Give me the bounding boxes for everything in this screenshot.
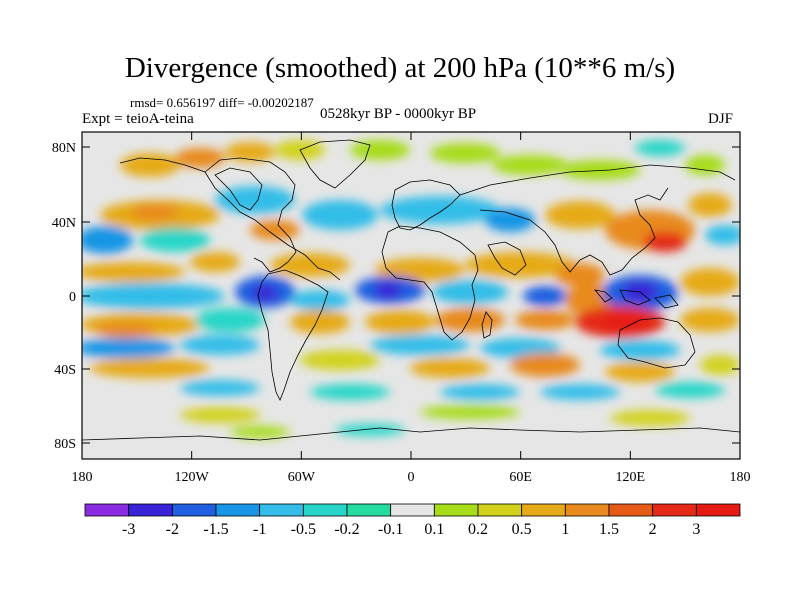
- colorbar-label: -3: [122, 521, 135, 538]
- lat-tick-label: 40S: [54, 363, 76, 378]
- lat-tick-label: 80S: [54, 437, 76, 452]
- colorbar-label: 3: [692, 521, 700, 538]
- lon-tick-label: 120E: [616, 470, 646, 485]
- colorbar-swatch: [346, 503, 392, 517]
- colorbar-swatch: [608, 503, 654, 517]
- latitude-axis: 80N 40N 0 40S 80S: [52, 141, 740, 452]
- lat-tick-label: 80N: [52, 141, 76, 156]
- lon-tick-label: 60E: [509, 470, 532, 485]
- colorbar-label: -0.1: [378, 521, 403, 538]
- colorbar-swatch: [695, 503, 741, 517]
- experiment-label: Expt = teioA-teina: [82, 111, 194, 127]
- colorbar-label: -0.5: [291, 521, 316, 538]
- colorbar-label: 0.2: [468, 521, 488, 538]
- colorbar-label: -1.5: [203, 521, 228, 538]
- chart-title: Divergence (smoothed) at 200 hPa (10**6 …: [124, 52, 676, 84]
- colorbar-swatch: [390, 503, 435, 517]
- lat-tick-label: 40N: [52, 216, 76, 231]
- colorbar-label: 2: [649, 521, 657, 538]
- colorbar-swatch: [302, 503, 348, 517]
- period-label: 0528kyr BP - 0000kyr BP: [320, 106, 477, 122]
- colorbar-label: -1: [253, 521, 266, 538]
- stats-label: rmsd= 0.656197 diff= -0.00202187: [130, 95, 314, 110]
- colorbar-label: 0.1: [424, 521, 444, 538]
- colorbar-label: -0.2: [334, 521, 359, 538]
- lon-tick-label: 0: [408, 470, 415, 485]
- colorbar: -3 -2 -1.5 -1 -0.5 -0.2 -0.1 0.1 0.2 0.5 1 1.5 2 3: [84, 503, 741, 538]
- colorbar-swatch: [128, 503, 173, 517]
- colorbar-swatch: [215, 503, 261, 517]
- colorbar-swatch: [521, 503, 566, 517]
- lon-tick-label: 120W: [175, 470, 210, 485]
- colorbar-swatch: [433, 503, 479, 517]
- colorbar-swatch: [564, 503, 610, 517]
- season-label: DJF: [708, 111, 734, 127]
- colorbar-swatch: [477, 503, 523, 517]
- lon-tick-label: 180: [730, 470, 751, 485]
- lon-tick-label: 180: [72, 470, 93, 485]
- colorbar-label: 1: [561, 521, 569, 538]
- longitude-axis: 180 120W 60W 0 60E 120E 180: [72, 132, 751, 485]
- colorbar-swatch: [652, 503, 697, 517]
- colorbar-label: -2: [166, 521, 179, 538]
- divergence-field: [82, 140, 740, 438]
- coastlines: [82, 139, 740, 441]
- colorbar-label: 0.5: [512, 521, 532, 538]
- lon-tick-label: 60W: [288, 470, 316, 485]
- colorbar-swatch: [171, 503, 217, 517]
- lat-tick-label: 0: [69, 290, 76, 305]
- colorbar-label: 1.5: [599, 521, 619, 538]
- colorbar-swatch: [84, 503, 130, 517]
- colorbar-swatch: [259, 503, 304, 517]
